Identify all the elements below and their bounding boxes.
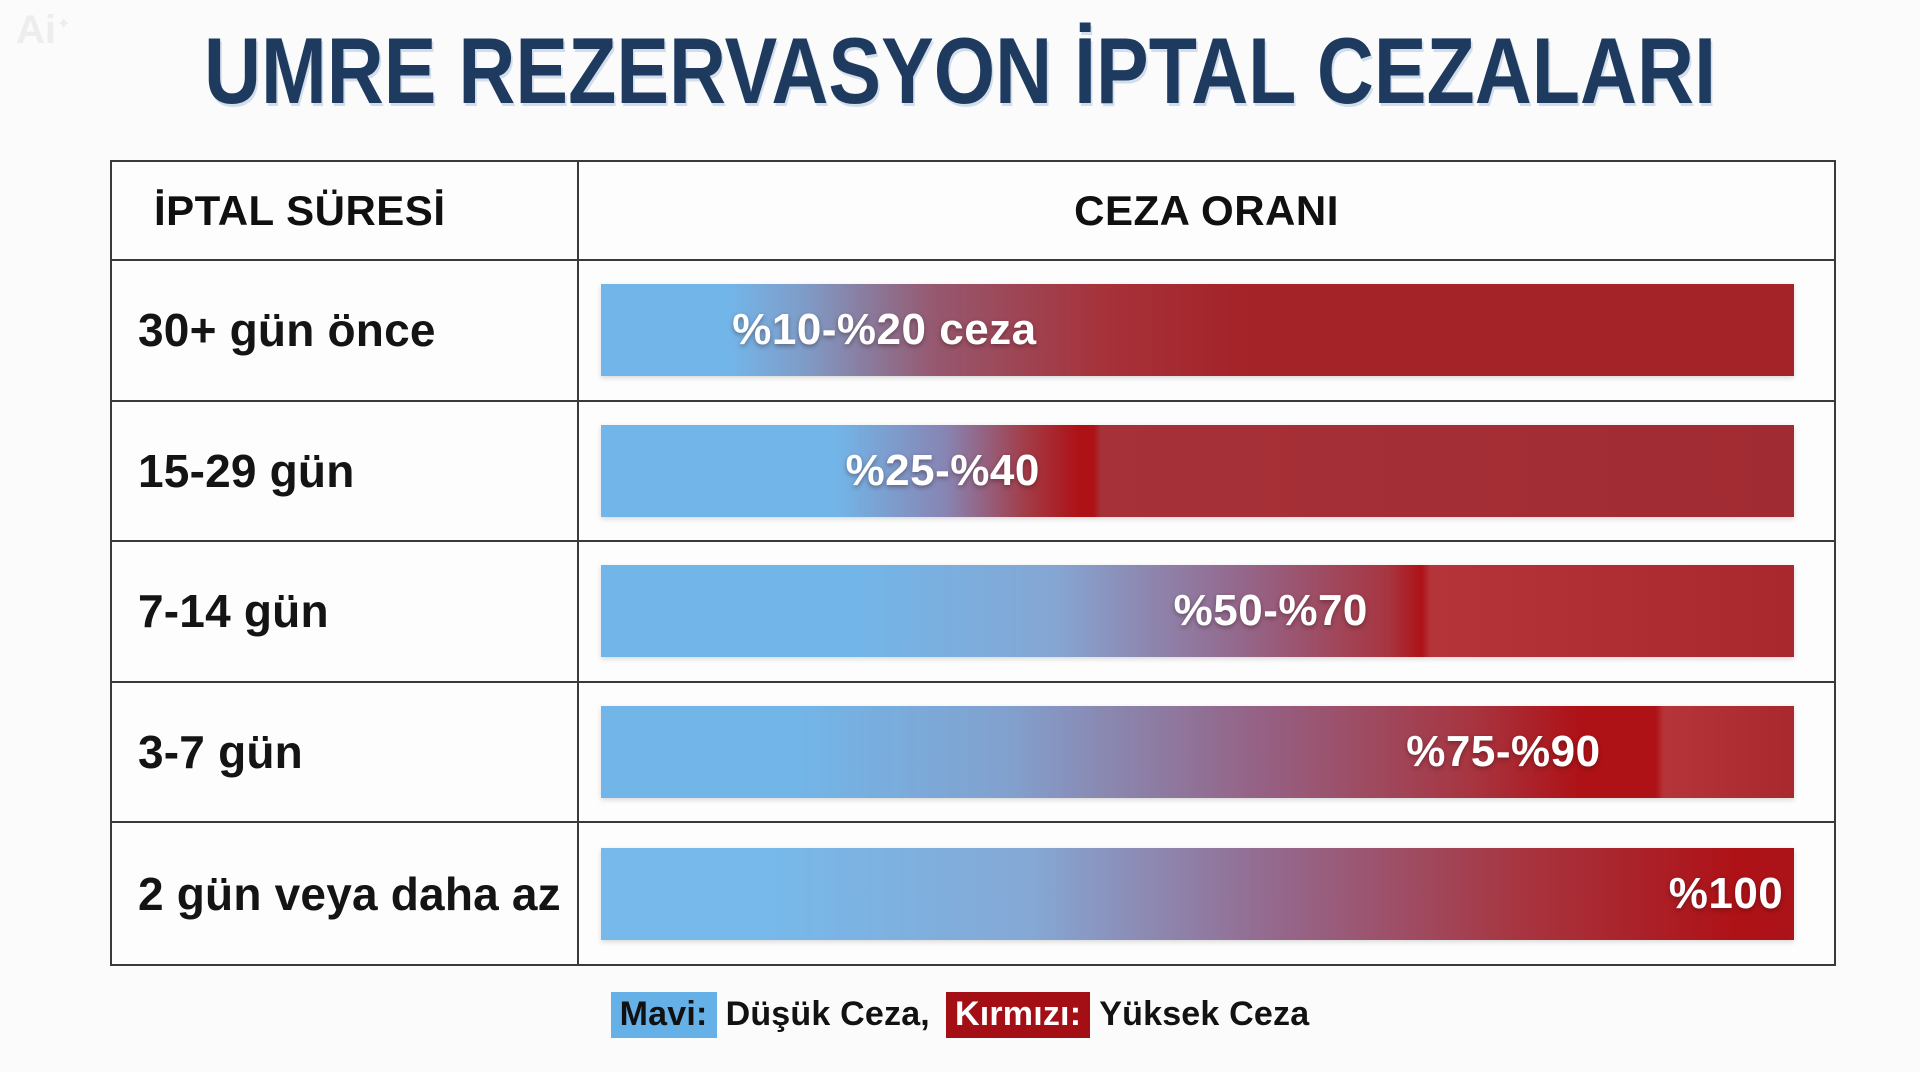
penalty-range-label: %100: [1668, 868, 1784, 918]
table-row: 15-29 gün %25-%40: [112, 401, 1834, 543]
legend-red-desc: Yüksek Ceza: [1099, 995, 1310, 1033]
legend: Mavi: Düşük Ceza, Kırmızı: Yüksek Ceza: [0, 992, 1920, 1038]
period-cell: 2 gün veya daha az: [112, 823, 579, 964]
penalty-range-label: %25-%40: [845, 445, 1040, 495]
penalty-gradient-bar: %10-%20 ceza: [601, 284, 1794, 377]
penalty-cell: %100: [579, 823, 1834, 964]
column-header-iptal-suresi: İPTAL SÜRESİ: [112, 162, 579, 259]
penalty-table: İPTAL SÜRESİ CEZA ORANI 30+ gün önce %10…: [110, 160, 1836, 966]
penalty-cell: %25-%40: [579, 402, 1834, 541]
penalty-cell: %10-%20 ceza: [579, 261, 1834, 400]
penalty-cell: %50-%70: [579, 542, 1834, 681]
period-cell: 7-14 gün: [112, 542, 579, 681]
period-cell: 30+ gün önce: [112, 261, 579, 400]
period-cell: 15-29 gün: [112, 401, 579, 541]
period-cell: 3-7 gün: [112, 682, 579, 822]
penalty-gradient-bar: %100: [601, 847, 1794, 940]
column-header-ceza-orani: CEZA ORANI: [1074, 186, 1339, 234]
legend-red-chip: Kırmızı:: [945, 992, 1091, 1038]
table-header-row: İPTAL SÜRESİ CEZA ORANI: [112, 162, 1834, 261]
table-row: 2 gün veya daha az %100: [112, 823, 1834, 964]
penalty-gradient-bar: %75-%90: [601, 706, 1794, 799]
table-row: 30+ gün önce %10-%20 ceza: [112, 261, 1834, 402]
ai-watermark: Ai✦: [16, 10, 70, 50]
penalty-gradient-bar: %25-%40: [601, 424, 1794, 517]
page-title: UMRE REZERVASYON İPTAL CEZALARI: [203, 18, 1717, 123]
table-row: 7-14 gün %50-%70: [112, 542, 1834, 683]
ai-watermark-text: Ai: [16, 8, 56, 52]
sparkle-icon: ✦: [57, 15, 71, 33]
penalty-range-label: %10-%20 ceza: [732, 305, 1037, 355]
penalty-gradient-bar: %50-%70: [601, 565, 1794, 658]
penalty-range-label: %50-%70: [1173, 586, 1368, 636]
legend-blue-chip: Mavi:: [610, 992, 717, 1038]
legend-blue-desc: Düşük Ceza,: [725, 995, 930, 1033]
penalty-cell: %75-%90: [579, 683, 1834, 822]
table-row: 3-7 gün %75-%90: [112, 682, 1834, 824]
penalty-range-label: %75-%90: [1406, 727, 1601, 777]
